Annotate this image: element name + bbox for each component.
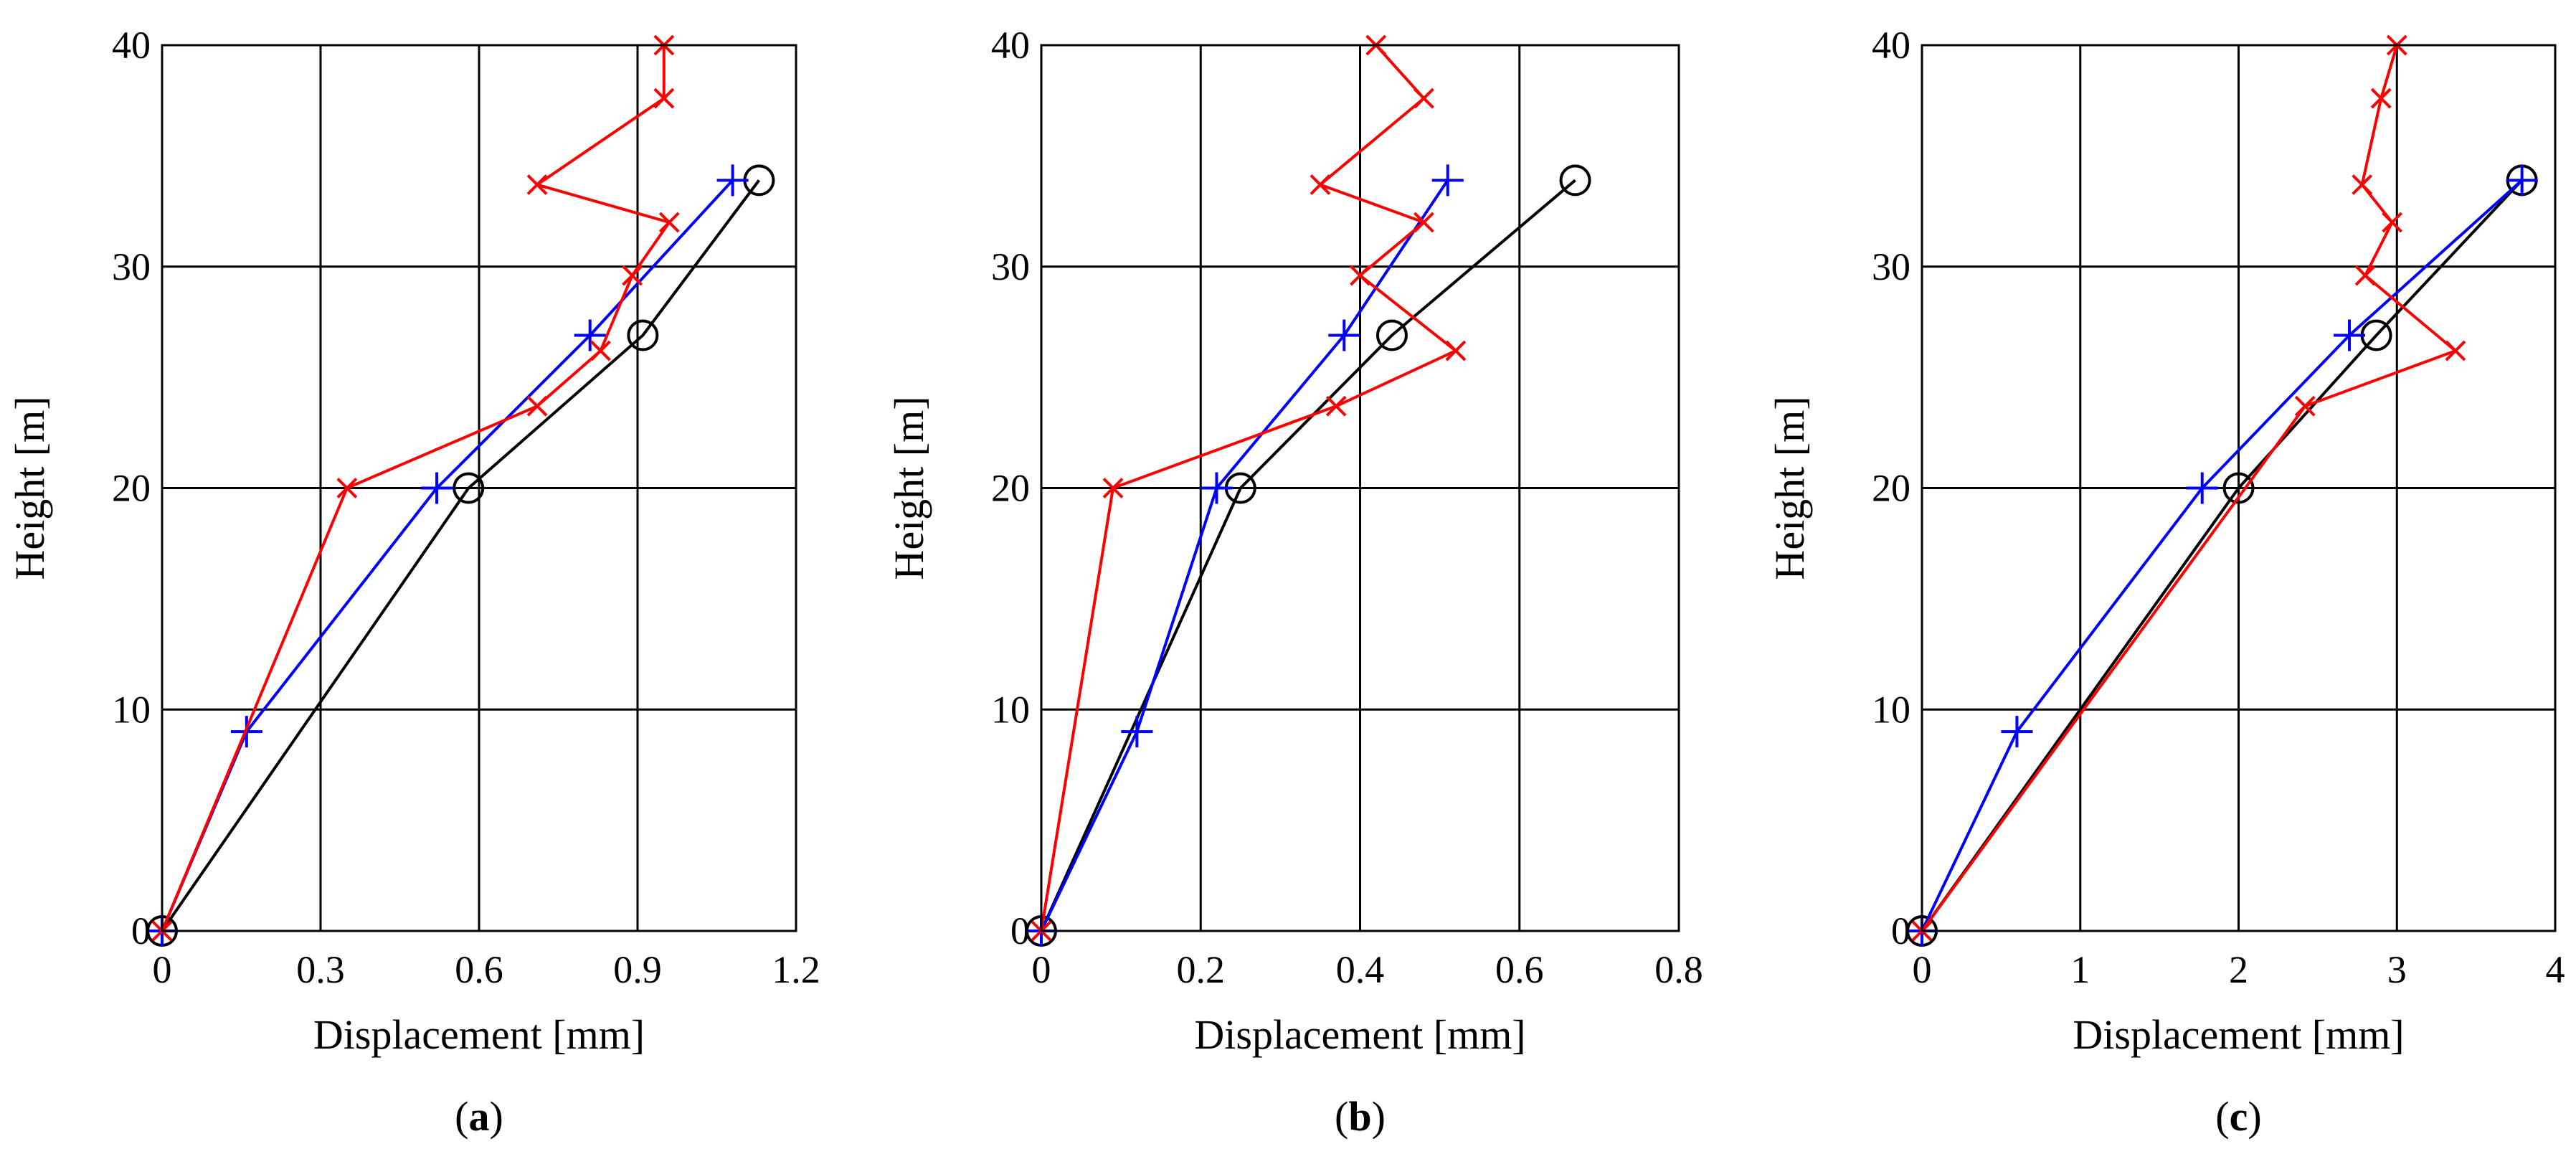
data-point-cross-a	[336, 478, 358, 498]
data-point-plus-c	[2334, 319, 2366, 351]
y-tick-label-a: 40	[112, 24, 151, 67]
caption-b-letter: b	[1348, 1093, 1371, 1140]
ticks-a: 0 0.3 0.6 0.9 1.2 0 10 20 30 40	[112, 24, 820, 991]
data-point-cross-c	[2354, 265, 2376, 286]
data-point-cross-b	[1102, 478, 1124, 498]
plot-frame-a	[161, 44, 797, 932]
data-point-circle-c	[2222, 472, 2255, 504]
y-axis-title-a: Height [m]	[6, 396, 53, 580]
y-tick-label-c: 20	[1872, 467, 1910, 510]
x-tick-label-b: 0.8	[1654, 948, 1703, 991]
y-tick-label-a: 30	[112, 245, 151, 288]
y-axis-title-b: Height [m]	[886, 396, 932, 580]
x-tick-label-a: 0.9	[613, 948, 662, 991]
plot-frame-c	[1921, 44, 2557, 932]
x-tick-label-a: 0.3	[296, 948, 345, 991]
data-point-cross-c	[2382, 212, 2403, 233]
caption-a: (a)	[455, 1093, 503, 1140]
x-tick-label-c: 3	[2387, 948, 2407, 991]
y-tick-label-c: 10	[1872, 688, 1910, 731]
y-tick-label-b: 20	[991, 467, 1030, 510]
x-tick-label-b: 0.4	[1336, 948, 1385, 991]
y-tick-label-c: 0	[1891, 909, 1910, 952]
data-point-cross-b	[1350, 265, 1370, 286]
data-point-circle-a	[453, 472, 485, 504]
series-a	[146, 34, 775, 947]
x-tick-label-a: 1.2	[772, 948, 820, 991]
x-tick-label-c: 4	[2546, 948, 2565, 991]
y-tick-label-c: 40	[1872, 24, 1910, 67]
data-point-cross-c	[2370, 88, 2392, 109]
y-tick-label-b: 0	[1010, 909, 1030, 952]
data-point-cross-b	[1310, 174, 1331, 195]
data-point-cross-c	[2294, 395, 2316, 417]
y-tick-label-a: 10	[112, 688, 151, 731]
x-tick-label-c: 2	[2229, 948, 2248, 991]
panel-a: 0 0.3 0.6 0.9 1.2 0 10 20 30 40 Displacement [mm]…	[6, 24, 820, 1140]
y-tick-label-b: 30	[991, 245, 1030, 288]
data-point-plus-b	[1431, 164, 1464, 197]
data-point-plus-b	[1121, 716, 1153, 748]
y-tick-label-b: 10	[991, 688, 1030, 731]
data-point-cross-b	[1413, 212, 1434, 233]
series-line-circle-b	[1040, 179, 1576, 932]
caption-b: (b)	[1335, 1093, 1386, 1140]
x-tick-label-b: 0	[1032, 948, 1051, 991]
data-point-circle-b	[1375, 319, 1408, 351]
data-point-cross-a	[653, 88, 675, 109]
data-point-cross-a	[590, 340, 611, 361]
data-point-cross-a	[658, 212, 680, 233]
data-point-cross-b	[1413, 88, 1434, 109]
data-point-cross-a	[526, 174, 548, 195]
y-tick-label-b: 40	[991, 24, 1030, 67]
x-axis-title-a: Displacement [mm]	[313, 1011, 645, 1058]
grid-a	[162, 45, 796, 931]
x-tick-label-b: 0.2	[1177, 948, 1226, 991]
data-point-plus-a	[421, 472, 453, 504]
data-point-plus-c	[2001, 716, 2033, 748]
x-axis-title-c: Displacement [mm]	[2073, 1011, 2404, 1058]
series-c	[1906, 34, 2538, 947]
data-point-cross-c	[2352, 174, 2373, 195]
data-point-cross-c	[2445, 340, 2466, 361]
series-line-circle-a	[161, 179, 761, 932]
data-point-plus-c	[2506, 164, 2538, 197]
data-point-cross-a	[526, 395, 548, 417]
y-tick-label-a: 0	[131, 909, 151, 952]
x-tick-label-c: 0	[1913, 948, 1932, 991]
y-tick-label-a: 20	[112, 467, 151, 510]
caption-c: (c)	[2215, 1093, 2261, 1140]
series-b	[1026, 34, 1591, 947]
plot-frame-b	[1040, 44, 1680, 932]
data-point-cross-b	[1445, 340, 1467, 361]
data-point-plus-b	[1328, 319, 1360, 351]
data-point-cross-b	[1325, 395, 1347, 417]
data-point-circle-b	[1559, 164, 1591, 197]
grid-b	[1041, 45, 1679, 931]
x-tick-label-b: 0.6	[1495, 948, 1544, 991]
data-point-plus-c	[2186, 472, 2218, 504]
ticks-b: 0 0.2 0.4 0.6 0.8 0 10 20 30 40	[991, 24, 1703, 991]
data-point-circle-a	[627, 319, 659, 351]
series-line-cross-c	[1921, 44, 2457, 932]
caption-c-letter: c	[2230, 1093, 2248, 1140]
x-tick-label-c: 1	[2070, 948, 2090, 991]
y-tick-label-c: 30	[1872, 245, 1910, 288]
series-line-plus-a	[161, 179, 734, 932]
data-point-cross-a	[622, 265, 643, 286]
y-axis-title-c: Height [m]	[1766, 396, 1813, 580]
panel-b: 0 0.2 0.4 0.6 0.8 0 10 20 30 40 Displacement [mm]…	[886, 24, 1703, 1140]
x-axis-title-b: Displacement [mm]	[1194, 1011, 1525, 1058]
data-point-plus-b	[1201, 472, 1233, 504]
series-line-circle-c	[1921, 179, 2524, 932]
caption-a-letter: a	[469, 1093, 490, 1140]
series-line-plus-c	[1921, 179, 2523, 932]
x-tick-label-a: 0	[153, 948, 172, 991]
data-point-plus-a	[716, 164, 749, 197]
x-tick-label-a: 0.6	[455, 948, 503, 991]
data-point-plus-a	[574, 319, 606, 351]
